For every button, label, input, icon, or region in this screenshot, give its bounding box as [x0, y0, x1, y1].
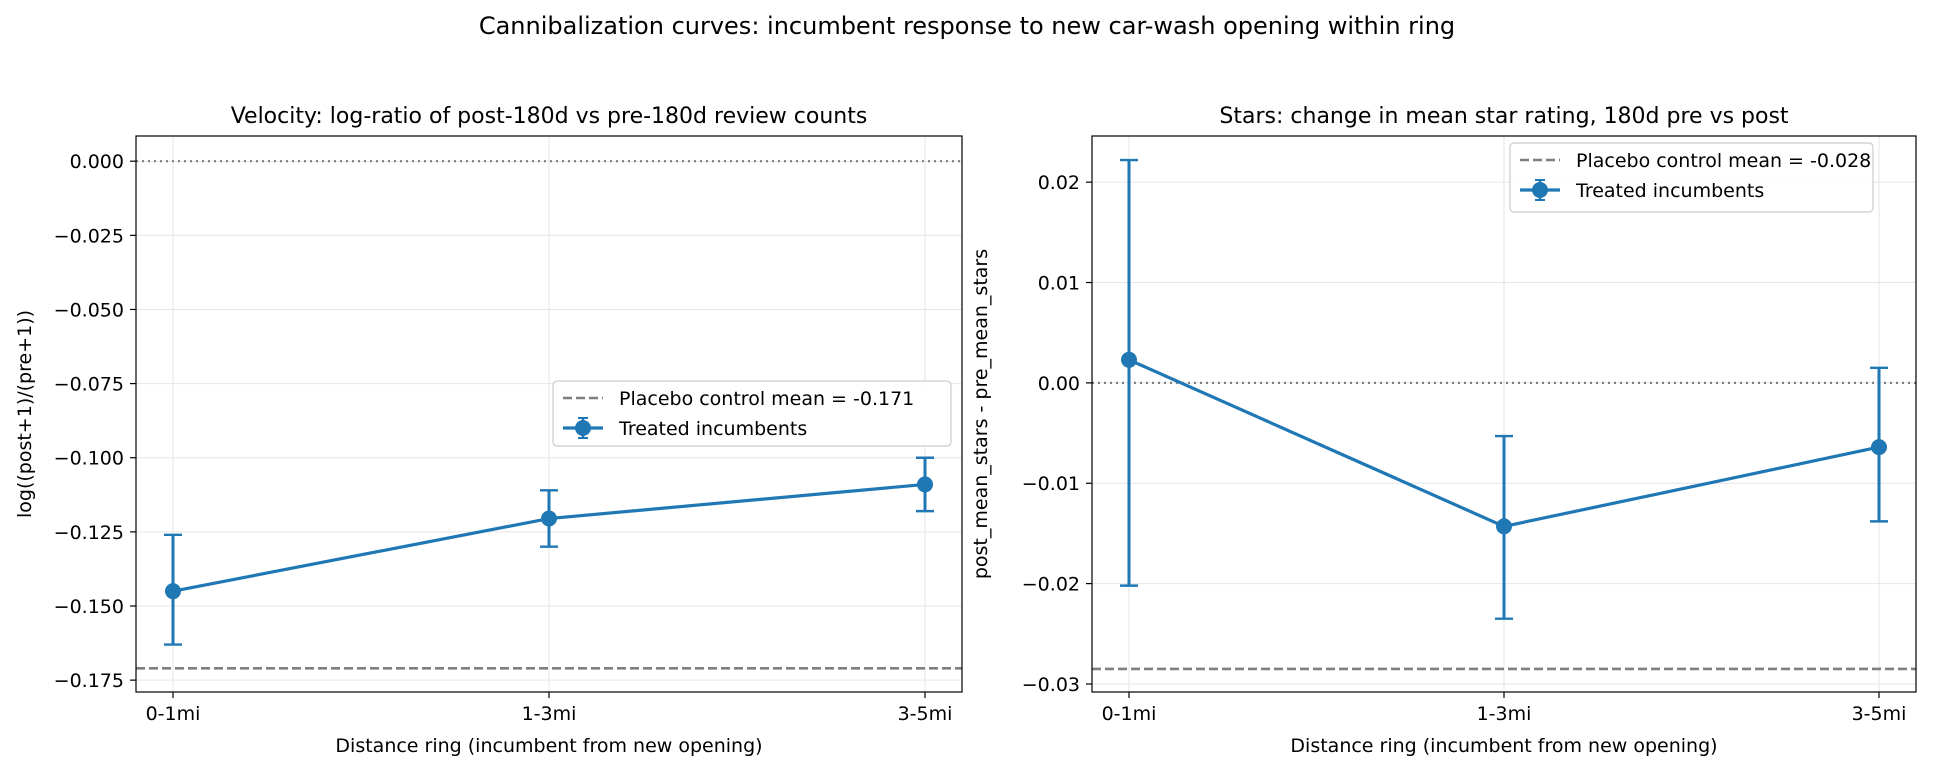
data-point [1871, 439, 1887, 456]
x-tick-label: 0-1mi [146, 703, 201, 725]
y-tick-label: 0.01 [1038, 273, 1080, 295]
data-point [1121, 351, 1137, 368]
x-tick-label: 1-3mi [1477, 703, 1532, 725]
figure-suptitle: Cannibalization curves: incumbent respon… [479, 12, 1455, 40]
panel-title: Velocity: log-ratio of post-180d vs pre-… [231, 104, 868, 129]
y-tick-label: −0.100 [54, 448, 124, 470]
y-tick-label: −0.125 [54, 522, 124, 544]
legend-box [1509, 142, 1874, 213]
stars-panel: 0-1mi 1-3mi 3-5mi 0.02 0.01 0.00 −0.01 −0.02 −0.… [970, 104, 1917, 757]
x-tick-label: 3-5mi [1852, 703, 1907, 725]
legend-placebo-label: Placebo control mean = -0.171 [619, 388, 914, 410]
legend-series-label: Treated incumbents [618, 418, 807, 440]
x-tick-label: 0-1mi [1102, 703, 1157, 725]
data-point [541, 510, 557, 527]
y-tick-label: −0.075 [54, 374, 124, 396]
legend-placebo-label: Placebo control mean = -0.028 [1576, 150, 1871, 172]
x-tick-label: 3-5mi [898, 703, 953, 725]
x-axis-label: Distance ring (incumbent from new openin… [1290, 735, 1717, 757]
y-tick-label: −0.150 [54, 596, 124, 618]
y-tick-label: −0.025 [54, 225, 124, 247]
velocity-panel: 0-1mi 1-3mi 3-5mi 0.000 −0.025 −0.050 −0.075 −0… [14, 104, 963, 757]
y-tick-label: 0.00 [1038, 373, 1080, 395]
y-tick-label: −0.01 [1022, 473, 1080, 495]
panel-title: Stars: change in mean star rating, 180d … [1219, 104, 1789, 129]
y-tick-label: −0.03 [1022, 674, 1080, 696]
legend-series-marker [1532, 182, 1548, 198]
x-tick-label: 1-3mi [522, 703, 577, 725]
legend: Placebo control mean = -0.028 Treated inc… [1509, 142, 1874, 213]
y-tick-label: −0.02 [1022, 574, 1080, 596]
data-point [917, 476, 933, 493]
legend-box [552, 380, 952, 447]
legend-series-label: Treated incumbents [1575, 180, 1764, 202]
y-tick-label: 0.02 [1038, 172, 1080, 194]
legend-series-marker [575, 420, 591, 436]
data-point [165, 583, 181, 600]
y-tick-label: −0.175 [54, 670, 124, 692]
legend: Placebo control mean = -0.171 Treated inc… [552, 380, 952, 447]
x-axis-label: Distance ring (incumbent from new openin… [335, 735, 762, 757]
y-axis-label: post_mean_stars - pre_mean_stars [970, 249, 992, 579]
y-axis-label: log((post+1)/(pre+1)) [14, 310, 36, 518]
y-tick-label: 0.000 [70, 151, 124, 173]
data-point [1496, 518, 1512, 535]
y-tick-label: −0.050 [54, 299, 124, 321]
